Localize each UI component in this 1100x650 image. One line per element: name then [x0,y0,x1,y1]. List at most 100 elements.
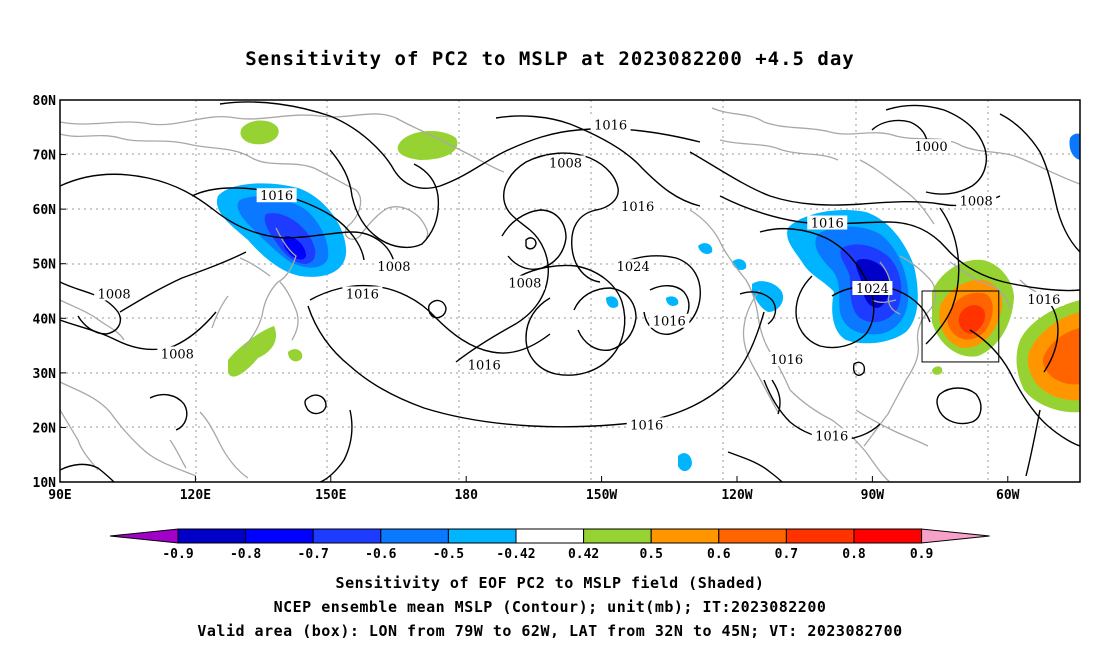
contour-label-background [157,346,198,361]
contour-label: 1024 [852,281,893,297]
valid-area-box [921,290,1000,363]
lat-tick-label: 40N [33,312,57,327]
contour-label-text: 1024 [856,282,889,297]
contour-label-background [94,286,135,301]
contour-label: 1024 [613,259,654,275]
contour-label-background [256,188,297,203]
contour-label: 1016 [590,117,631,133]
shade-negative-high [283,236,306,260]
contour-label: 1008 [956,193,997,210]
colorbar-swatch [650,528,720,544]
contour-label-text: 1024 [617,260,650,275]
contour-label-background [464,357,505,372]
contour-label-text: 1008 [377,260,410,275]
caption-line-2: NCEP ensemble mean MSLP (Contour); unit(… [273,598,827,616]
colorbar-swatch [515,528,585,544]
colorbar-swatch [853,528,923,544]
contour-label-background [852,281,893,295]
contour-label: 1016 [1023,291,1064,308]
contour-label-background [649,313,690,328]
colorbar-label: -0.5 [433,547,464,562]
shade-positive-low [240,120,279,145]
shade-negative-mid [1069,133,1080,160]
lat-tick-label: 10N [33,476,57,491]
colorbar-swatch [447,528,517,544]
colorbar-swatch [245,528,314,544]
contour-label: 1016 [766,351,807,368]
colorbar-label: -0.6 [365,547,396,562]
contour-label: 1016 [256,188,297,204]
contour-label: 1016 [807,215,848,232]
colorbar-label: 0.6 [707,547,731,562]
contour-label-text: 1016 [630,418,663,433]
colorbar-swatch [177,528,247,544]
contour-label-background [811,428,852,443]
colorbar-label: 0.9 [910,547,933,562]
chart-title: Sensitivity of PC2 to MSLP at 2023082200… [245,48,855,70]
shade-negative-low [666,296,679,306]
contour-labels: 1016 1008 1000 1016 1016 1008 1016 1024 1008 1008… [94,117,1064,444]
contour-label-background [590,117,631,132]
colorbar-swatch [583,528,652,544]
colorbar-label: -0.9 [162,547,193,562]
lon-tick-label: 90E [48,488,71,503]
contour-label: 1016 [617,199,658,215]
colorbar: -0.9 -0.8 -0.7 -0.6 -0.5 -0.42 0.42 0.5 0.6 0.7 0.… [109,528,990,562]
contour-label-text: 1016 [260,189,293,204]
contour-label: 1008 [94,286,135,302]
lon-tick-label: 120W [721,488,752,503]
colorbar-high-extend [921,528,990,544]
contour-label: 1008 [545,155,586,171]
shade-positive-low [932,366,943,375]
contour-label-text: 1016 [653,315,686,330]
lon-tick-label: 60W [996,488,1020,503]
shade-negative-low [698,243,713,254]
contour-label: 1008 [504,275,545,292]
contour-label-background [545,155,586,170]
colorbar-low-extend [109,528,179,544]
contour-label-text: 1016 [811,217,844,232]
shade-negative-low [678,453,692,472]
contour-label-text: 1000 [915,140,948,155]
contour-label: 1008 [373,259,414,275]
caption-line-3: Valid area (box): LON from 79W to 62W, L… [197,622,903,640]
contour-label-background [626,417,667,432]
contour-label-text: 1008 [98,287,131,302]
lat-tick-label: 60N [33,203,57,218]
contour-label: 1016 [464,357,505,373]
contour-label: 1000 [911,139,952,155]
shade-positive-low [288,349,303,362]
contour-label-background [807,215,848,230]
contour-label-background [766,351,807,366]
contour-label-text: 1016 [346,287,379,302]
lat-tick-label: 50N [33,258,57,273]
shade-positive-high [1043,328,1080,385]
mslp-contours [60,101,1080,482]
contour-label-background [613,259,654,274]
colorbar-label: -0.7 [298,547,329,562]
colorbar-label: 0.5 [639,547,662,562]
contour-label-text: 1016 [1027,293,1060,308]
colorbar-swatch [785,528,855,544]
contour-label: 1016 [342,286,383,302]
colorbar-swatch [380,528,449,544]
lat-tick-label: 20N [33,421,57,436]
contour-label: 1008 [157,346,198,362]
contour-label-background [504,275,545,290]
contour-label: 1016 [811,428,852,444]
contour-label-text: 1008 [508,277,541,292]
contour-label-text: 1016 [770,353,803,368]
longitude-tick-labels: 90E 120E 150E 180 150W 120W 90W 60W [48,476,1020,503]
contour-label-text: 1008 [549,156,582,171]
contour-label-text: 1008 [161,347,194,362]
colorbar-swatch [312,528,382,544]
caption-line-1: Sensitivity of EOF PC2 to MSLP field (Sh… [335,574,765,592]
contour-label-background [342,286,383,301]
shade-negative-low [606,296,619,308]
contour-label-text: 1016 [468,358,501,373]
lat-tick-label: 70N [33,149,57,164]
contour-label-text: 1016 [815,429,848,444]
contour-label-background [373,259,414,274]
plot-frame [59,99,1081,483]
colorbar-label: 0.42 [568,547,599,562]
